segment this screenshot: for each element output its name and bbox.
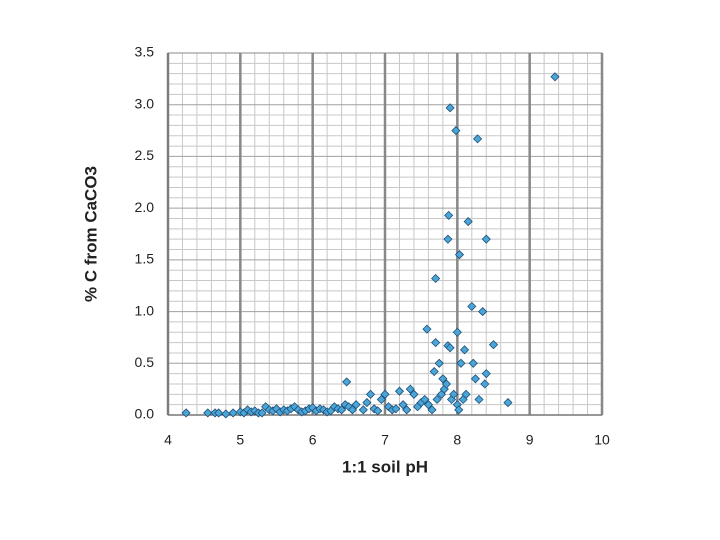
point [454,250,465,260]
point [422,324,432,334]
point [452,327,462,337]
point [503,398,513,408]
y-tick-label: 1.5 [135,251,155,267]
x-axis-title: 1:1 soil pH [342,457,428,476]
point [181,408,191,418]
point [444,210,454,220]
point [481,234,491,244]
x-tick-label: 7 [381,432,389,448]
point [398,400,408,410]
point [431,338,441,348]
point [478,307,488,317]
y-axis-title: % C from CaCO3 [81,166,100,302]
point [468,358,478,368]
point [373,406,383,416]
point [358,405,368,415]
point [432,394,442,405]
point [365,389,376,399]
point [376,394,386,405]
point [394,386,405,396]
point [337,405,347,415]
point [402,405,412,415]
point [488,340,499,350]
point [473,134,483,144]
point [474,394,484,405]
y-tick-label: 2.5 [135,147,155,163]
point [347,405,358,415]
point [431,273,441,284]
y-tick-label: 3.5 [135,44,155,60]
point [550,72,560,82]
point [451,126,461,136]
point [434,358,444,368]
point [429,366,439,377]
point [228,408,238,418]
point [456,358,466,368]
point [470,374,480,384]
point [441,379,452,389]
point [449,389,459,399]
y-tick-label: 3.0 [135,95,155,111]
point [405,384,415,394]
y-tick-label: 2.0 [135,199,155,215]
y-tick-label: 0.0 [135,406,155,422]
point [438,374,448,384]
point [454,405,464,415]
point [380,389,390,399]
point [427,405,437,415]
point [480,379,490,389]
point [460,345,470,355]
x-tick-label: 5 [236,432,244,448]
point [423,400,433,410]
y-tick-label: 1.0 [135,302,155,318]
point [362,398,372,408]
point [467,301,477,311]
y-tick-label: 0.5 [135,354,155,370]
point [420,394,430,405]
x-tick-label: 6 [309,432,317,448]
x-tick-label: 9 [526,432,534,448]
point [203,408,213,418]
point [221,409,231,419]
point [481,369,491,379]
x-tick-label: 10 [594,432,610,448]
point [214,408,224,418]
point [351,400,361,410]
point [409,389,419,399]
point [461,389,471,399]
x-tick-label: 4 [164,432,172,448]
point [445,103,455,113]
point [342,377,352,387]
point [463,217,473,227]
point [257,408,267,418]
point [445,343,455,353]
point [443,234,453,244]
x-tick-label: 8 [453,432,461,448]
point [391,404,401,414]
